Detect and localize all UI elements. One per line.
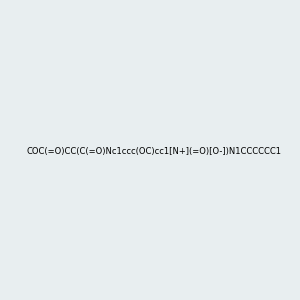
Text: COC(=O)CC(C(=O)Nc1ccc(OC)cc1[N+](=O)[O-])N1CCCCCC1: COC(=O)CC(C(=O)Nc1ccc(OC)cc1[N+](=O)[O-]… bbox=[26, 147, 281, 156]
